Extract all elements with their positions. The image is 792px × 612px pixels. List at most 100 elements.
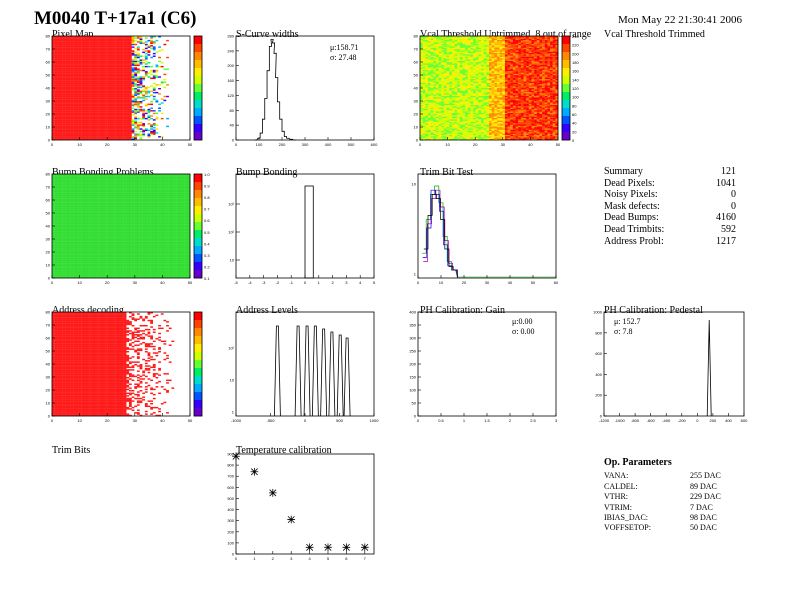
heatmap-cell [121, 58, 124, 60]
heatmap-cell [531, 88, 535, 90]
heatmap-cell [481, 130, 484, 133]
heatmap-cell [465, 98, 468, 100]
heatmap-cell [99, 115, 103, 117]
heatmap-cell [478, 108, 482, 111]
heatmap-cell [515, 94, 519, 96]
heatmap-cell [430, 98, 434, 100]
heatmap-cell [123, 133, 127, 135]
heatmap-cell [555, 93, 559, 95]
heatmap-cell [507, 117, 511, 120]
heatmap-cell [523, 116, 527, 119]
heatmap-cell [483, 93, 487, 95]
heatmap-cell [454, 91, 458, 94]
heatmap-cell [547, 127, 551, 129]
heatmap-cell [113, 64, 116, 67]
heatmap-cell [473, 115, 476, 117]
heatmap-cell [425, 121, 429, 124]
heatmap-cell [57, 104, 61, 107]
heatmap-cell [134, 136, 138, 138]
heatmap-cell [73, 128, 77, 130]
heatmap-cell [70, 93, 74, 95]
heatmap-cell [75, 88, 79, 90]
heatmap-cell [52, 97, 55, 99]
heatmap-cell [435, 125, 439, 128]
heatmap-cell [473, 123, 476, 125]
heatmap-cell [57, 54, 61, 56]
heatmap-cell [67, 127, 71, 129]
heatmap-cell [523, 130, 527, 133]
heatmap-cell [110, 97, 114, 99]
heatmap-cell [126, 38, 130, 41]
heatmap-cell [113, 75, 116, 77]
heatmap-cells [52, 36, 169, 141]
heatmap-cell [473, 132, 476, 134]
heatmap-cell [81, 43, 84, 46]
heatmap-cell [70, 45, 74, 47]
heatmap-cell [507, 103, 511, 106]
heatmap-cell [83, 72, 87, 74]
heatmap-cell [105, 62, 108, 64]
heatmap-cell [520, 121, 524, 124]
heatmap-cell [136, 36, 140, 38]
heatmap-cell [420, 103, 423, 106]
heatmap-cell [94, 133, 98, 135]
heatmap-cell [430, 115, 434, 117]
x-tick-label: 100 [256, 142, 263, 147]
heatmap-cell [475, 88, 479, 90]
heatmap-cell [52, 132, 55, 134]
heatmap-cell [147, 72, 151, 74]
heatmap-cell [107, 80, 111, 82]
heatmap-cell [94, 107, 98, 109]
heatmap-cell [502, 111, 506, 113]
heatmap-cell [462, 97, 466, 99]
heatmap-cell [75, 130, 79, 133]
heatmap-cell [142, 110, 146, 112]
heatmap-cell [481, 90, 484, 93]
heatmap-cell [454, 104, 458, 107]
heatmap-cell [86, 72, 90, 74]
heatmap-cell [128, 68, 132, 70]
heatmap-cell [526, 134, 529, 137]
heatmap-cell [52, 101, 55, 103]
heatmap-cell [462, 127, 466, 129]
heatmap-cell [86, 112, 90, 115]
heatmap-cell [536, 107, 540, 109]
heatmap-cell [552, 104, 556, 107]
heatmap-cell [57, 117, 61, 120]
heatmap-cell [81, 52, 84, 55]
heatmap-cell [105, 133, 108, 135]
heatmap-cell [91, 111, 95, 113]
heatmap-cell [491, 121, 495, 124]
heatmap-cell [494, 132, 498, 134]
heatmap-cell [86, 123, 90, 125]
heatmap-cell [81, 91, 84, 94]
heatmap-cell [128, 106, 132, 108]
heatmap-cell [62, 95, 66, 98]
heatmap-cell [57, 99, 61, 102]
heatmap-cell [70, 98, 74, 100]
heatmap-cell [118, 41, 122, 43]
heatmap-cell [504, 121, 508, 124]
heatmap-cell [496, 134, 500, 137]
heatmap-cell [435, 137, 439, 139]
heatmap-cell [470, 91, 474, 94]
heatmap-cell [494, 115, 498, 117]
heatmap-cell [110, 56, 114, 59]
heatmap-cell [422, 86, 426, 89]
heatmap-cell [507, 121, 511, 124]
heatmap-cell [465, 123, 468, 125]
heatmap-cell [494, 103, 498, 106]
heatmap-cell [97, 52, 100, 55]
heatmap-cell [107, 41, 111, 43]
heatmap-cell [481, 88, 484, 90]
heatmap-cell [478, 124, 482, 126]
heatmap-cell [67, 78, 71, 81]
heatmap-cell [550, 132, 553, 134]
heatmap-cell [475, 133, 479, 135]
heatmap-cell [70, 71, 74, 73]
heatmap-cell [449, 112, 452, 115]
heatmap-cell [110, 47, 114, 50]
heatmap-cell [75, 115, 79, 117]
heatmap-cell [102, 90, 106, 93]
heatmap-cell [102, 56, 106, 59]
